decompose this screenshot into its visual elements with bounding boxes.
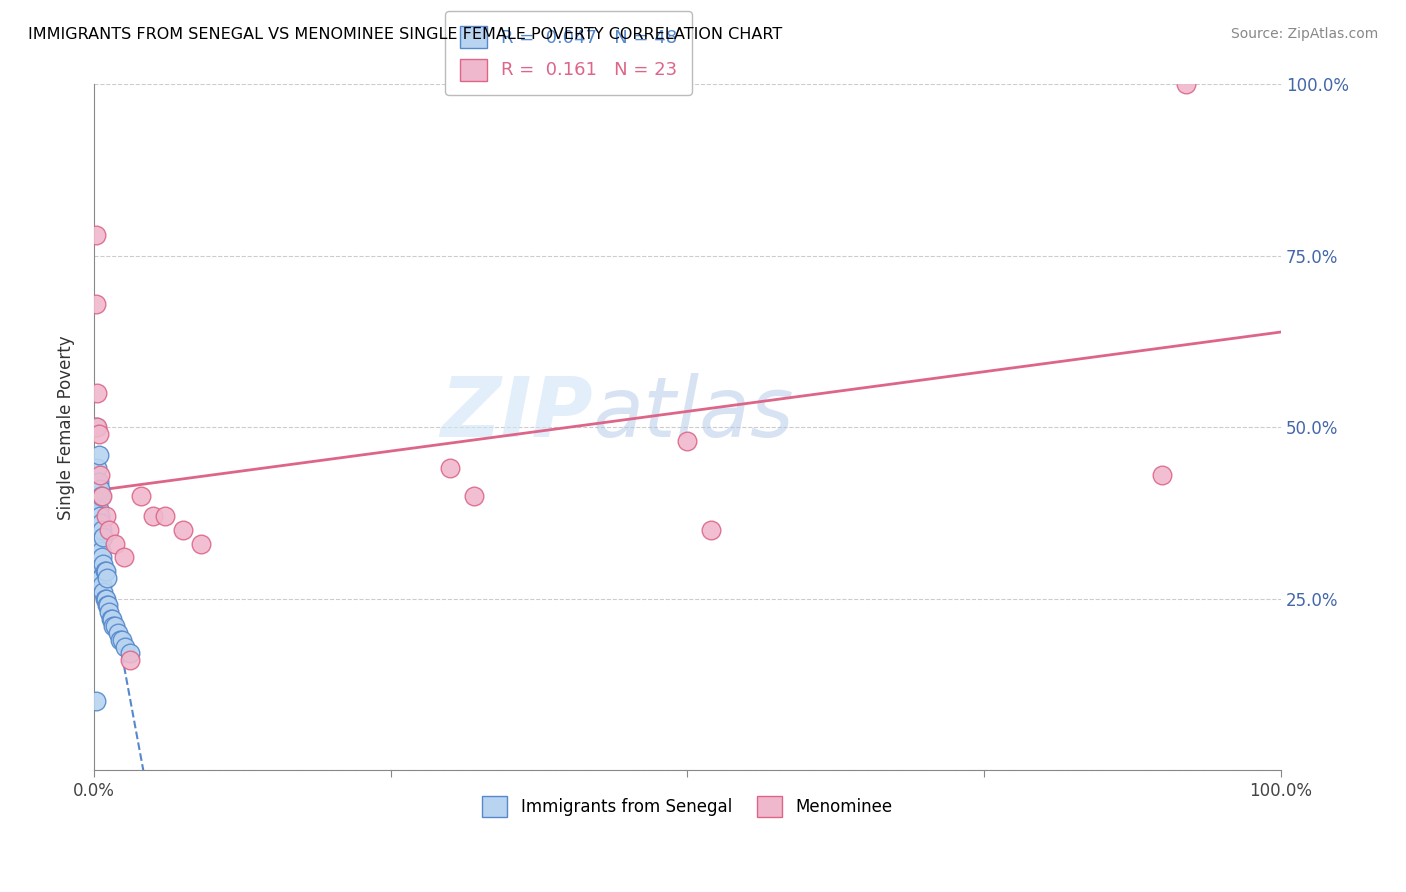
Point [100,612,122,626]
Point [94,509,117,524]
Point [84,694,107,708]
Point [86,530,108,544]
Point [118,647,141,661]
Point [89,468,111,483]
Point [86,516,108,531]
Point [142,509,165,524]
Point [84,502,107,516]
Point [86,461,108,475]
Point [98,605,121,619]
Point [87,427,110,442]
Point [93,591,115,606]
Legend: Immigrants from Senegal, Menominee: Immigrants from Senegal, Menominee [475,789,898,823]
Point [86,489,108,503]
Point [439,461,461,475]
Point [93,564,115,578]
Text: ZIP: ZIP [440,373,592,454]
Point [87,530,110,544]
Text: atlas: atlas [592,373,794,454]
Point [86,502,108,516]
Point [153,509,176,524]
Point [90,516,112,531]
Point [1175,78,1198,92]
Point [112,550,135,565]
Point [87,502,110,516]
Point [87,543,110,558]
Point [89,482,111,496]
Point [93,530,115,544]
Point [84,475,107,489]
Text: IMMIGRANTS FROM SENEGAL VS MENOMINEE SINGLE FEMALE POVERTY CORRELATION CHART: IMMIGRANTS FROM SENEGAL VS MENOMINEE SIN… [28,27,782,42]
Point [96,599,118,613]
Point [111,632,134,647]
Point [84,228,107,243]
Point [84,420,107,434]
Point [84,489,107,503]
Point [118,653,141,667]
Point [104,537,127,551]
Text: Source: ZipAtlas.com: Source: ZipAtlas.com [1230,27,1378,41]
Point [96,571,118,585]
Point [676,434,699,448]
Point [89,509,111,524]
Point [114,640,136,654]
Point [91,578,114,592]
Point [98,523,121,537]
Point [97,599,120,613]
Point [84,297,107,311]
Point [93,558,115,572]
Point [700,523,723,537]
Point [86,386,108,401]
Point [94,564,117,578]
Point [101,619,124,633]
Point [84,516,107,531]
Point [87,516,110,531]
Point [93,584,115,599]
Point [94,591,117,606]
Point [90,571,112,585]
Point [91,523,114,537]
Point [100,612,122,626]
Point [1152,468,1174,483]
Point [86,420,108,434]
Point [190,537,212,551]
Point [91,489,114,503]
Point [89,558,111,572]
Point [108,632,131,647]
Point [90,543,112,558]
Point [91,550,114,565]
Point [131,489,153,503]
Point [89,537,111,551]
Point [107,626,129,640]
Y-axis label: Single Female Poverty: Single Female Poverty [58,334,75,519]
Point [172,523,194,537]
Point [104,619,127,633]
Point [87,475,110,489]
Point [87,448,110,462]
Point [463,489,485,503]
Point [90,489,112,503]
